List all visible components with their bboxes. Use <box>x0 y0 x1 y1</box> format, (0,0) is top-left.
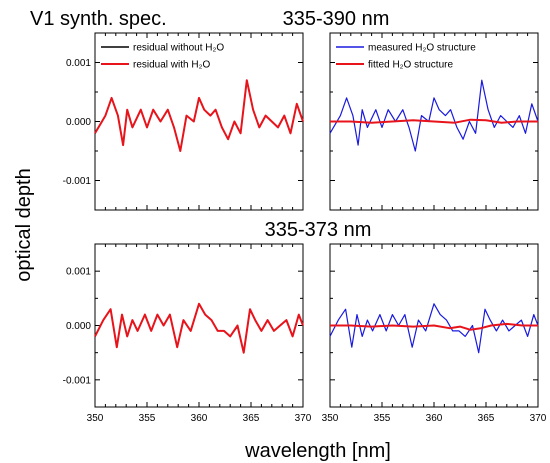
series-line-named-1 <box>330 118 538 124</box>
x-tick-label: 350 <box>87 413 104 424</box>
panels: 0.001 0.000 -0.001 residual without H₂O resi… <box>63 8 547 424</box>
x-tick-label: 355 <box>374 413 391 424</box>
panel-title: 335-373 nm <box>265 219 372 241</box>
y-tick-label: 0.001 <box>66 267 91 278</box>
panel-bottom-left: 0.001 0.000 -0.001 350 355 360 365 370 <box>63 243 312 424</box>
x-axis-title: wavelength [nm] <box>244 440 391 462</box>
x-tick-label: 350 <box>322 413 339 424</box>
y-tick-label: 0.000 <box>66 321 91 332</box>
legend-label: measured H₂O structure <box>368 43 476 54</box>
legend-label: residual without H₂O <box>133 43 224 54</box>
y-tick-label: -0.001 <box>63 375 92 386</box>
panel-top-right: 335-390 nm measured H₂O structure fitted H… <box>283 8 539 211</box>
panel-title: 335-390 nm <box>283 8 390 30</box>
x-tick-label: 370 <box>530 413 547 424</box>
y-tick-label: 0.000 <box>66 117 91 128</box>
series-line-unnamed-1 <box>330 322 538 331</box>
y-tick-label: -0.001 <box>63 176 92 187</box>
panel-top-left: 0.001 0.000 -0.001 residual without H₂O resi… <box>63 32 304 211</box>
figure-title: V1 synth. spec. <box>30 8 167 30</box>
legend-label: residual with H₂O <box>133 60 210 71</box>
x-tick-label: 365 <box>243 413 260 424</box>
x-tick-label: 355 <box>139 413 156 424</box>
y-tick-label: 0.001 <box>66 58 91 69</box>
x-tick-label: 370 <box>295 413 312 424</box>
series-line-unnamed-0 <box>329 303 539 354</box>
legend-label: fitted H₂O structure <box>368 60 453 71</box>
x-tick-label: 360 <box>191 413 208 424</box>
series-line-named-1 <box>94 79 304 152</box>
x-tick-label: 365 <box>478 413 495 424</box>
series-line-named-0 <box>329 79 539 152</box>
x-tick-label: 360 <box>426 413 443 424</box>
panel-bottom-right: 350 355 360 365 370 335-373 nm <box>265 219 547 424</box>
series-line-unnamed-1 <box>94 302 304 354</box>
y-axis-title: optical depth <box>13 168 35 281</box>
